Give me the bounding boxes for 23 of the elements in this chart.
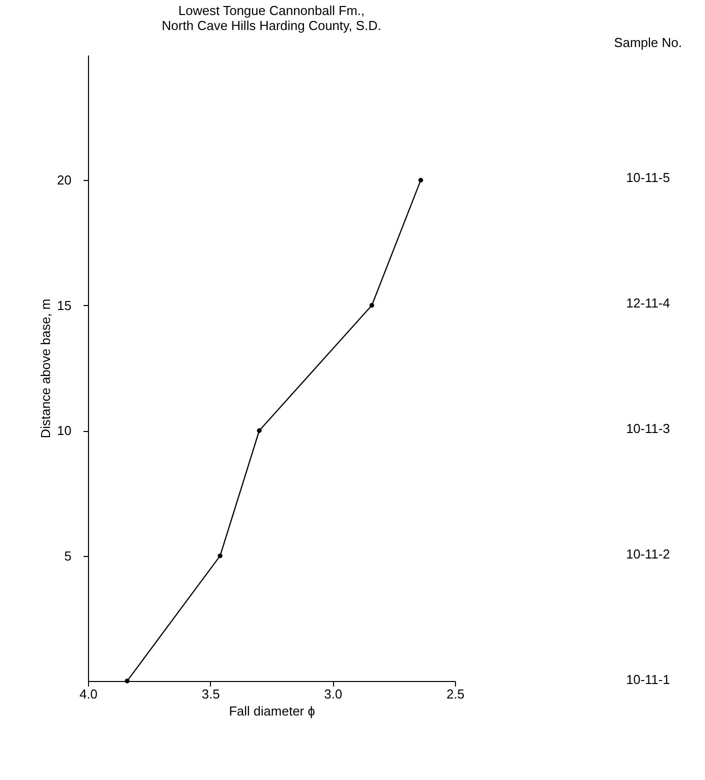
x-tick-label: 3.0 [324,686,342,702]
text: Sample No. [614,35,682,50]
y-tick-label: 20 [57,172,72,188]
y-tick-label: 5 [64,548,72,564]
point [256,428,262,433]
y-tick-label: 15 [57,298,72,313]
point [218,553,222,558]
x-axis-title: Fall diameter ϕ [228,704,316,718]
text: 10-11-3 [626,421,670,436]
text: 10-11-2 [626,546,670,562]
y-tick-label: 10 [57,423,72,438]
x-tick-label: 4.0 [79,686,98,702]
point [369,303,374,308]
x-tick-label: 2.5 [446,686,465,702]
chart-subtitle: North Cave Hills Harding County, S.D. [162,18,382,33]
point [418,178,424,183]
y-axis-title: Distance above base, m [38,298,54,438]
chart-title: Lowest Tongue Cannonball Fm., [178,3,365,18]
text: 10-11-1 [626,672,670,687]
x-tick-label: 3.5 [202,686,220,702]
point [124,678,130,684]
text: 10-11-5 [626,170,670,185]
text: 12-11-4 [626,296,670,310]
